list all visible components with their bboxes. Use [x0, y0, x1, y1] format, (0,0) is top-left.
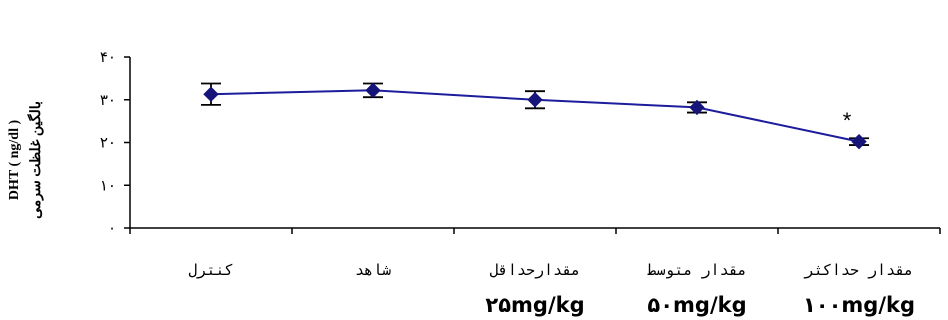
annotations: *	[843, 108, 852, 133]
y-ticks: ۰ ۱۰ ۲۰ ۳۰ ۴۰	[100, 48, 130, 237]
significance-asterisk: *	[843, 108, 852, 133]
data-point-marker	[689, 99, 705, 116]
dose-label: ۲۵mg/kg	[485, 293, 584, 317]
y-tick-label: ۰	[108, 219, 116, 237]
y-axis-title: بالگین غلظت سرمی DHT ( ng/dl )	[7, 101, 44, 219]
y-tick-label: ۲۰	[100, 134, 116, 152]
x-category-labels: کنترل شاهد مقدارحداقل مقدار متوسط مقدار حداک…	[188, 261, 913, 279]
x-category-label: مقدارحداقل	[490, 261, 580, 279]
markers	[203, 82, 867, 150]
data-point-marker	[203, 86, 219, 102]
y-tick-label: ۴۰	[100, 48, 116, 66]
dose-label: ۱۰۰mg/kg	[803, 293, 915, 317]
x-category-label: کنترل	[188, 261, 233, 279]
dose-label: ۵۰mg/kg	[647, 293, 746, 317]
x-category-label: شاهد	[355, 261, 391, 279]
data-point-marker	[851, 133, 867, 150]
dose-labels: ۲۵mg/kg ۵۰mg/kg ۱۰۰mg/kg	[485, 293, 915, 317]
y-axis-title-line-1: بالگین غلظت سرمی	[27, 101, 44, 219]
y-axis-title-line-2: DHT ( ng/dl )	[7, 120, 22, 201]
x-category-label: مقدار متوسط	[647, 261, 746, 279]
x-ticks	[129, 228, 941, 234]
x-category-label: مقدار حداکثر	[803, 261, 913, 279]
y-tick-label: ۱۰	[100, 176, 116, 194]
y-tick-label: ۳۰	[100, 91, 116, 109]
data-point-marker	[365, 82, 381, 99]
data-point-marker	[527, 92, 543, 108]
